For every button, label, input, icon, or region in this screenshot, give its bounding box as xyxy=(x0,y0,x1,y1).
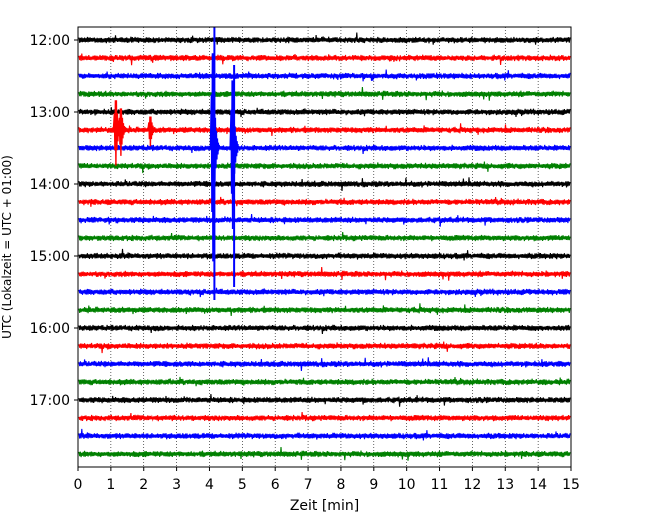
trace-line xyxy=(78,411,571,422)
y-tick-label: 14:00 xyxy=(30,177,70,193)
trace-line xyxy=(78,32,571,46)
x-tick-label: 2 xyxy=(139,477,148,493)
x-tick-label: 7 xyxy=(304,477,313,493)
y-tick-label: 16:00 xyxy=(30,321,70,337)
trace-line xyxy=(78,376,571,387)
trace-line xyxy=(78,394,571,407)
trace-line xyxy=(78,144,571,155)
trace-line xyxy=(78,69,571,82)
trace-line xyxy=(78,196,571,207)
x-tick-label: 11 xyxy=(431,477,449,493)
trace-line xyxy=(78,86,571,101)
x-tick-label: 8 xyxy=(336,477,345,493)
x-tick-label: 15 xyxy=(562,477,580,493)
x-tick-label: 5 xyxy=(238,477,247,493)
trace-line xyxy=(78,53,571,66)
y-tick-label: 13:00 xyxy=(30,105,70,121)
y-axis-ticks: 12:00 13:00 14:00 15:00 16:00 17:00 xyxy=(30,33,78,409)
trace-line xyxy=(78,231,571,242)
seismic-events xyxy=(112,27,239,300)
x-axis-label: Zeit [min] xyxy=(290,498,359,514)
x-tick-label: 12 xyxy=(463,477,481,493)
x-tick-label: 9 xyxy=(369,477,378,493)
x-tick-label: 10 xyxy=(398,477,416,493)
trace-line xyxy=(78,341,571,354)
y-tick-label: 15:00 xyxy=(30,249,70,265)
trace-line xyxy=(78,123,571,136)
x-axis-ticks: 0 1 2 3 4 5 6 7 8 9 10 11 12 13 14 15 xyxy=(74,467,580,493)
x-grid-lines xyxy=(110,27,539,467)
trace-line xyxy=(78,177,571,192)
event-spike xyxy=(147,116,157,147)
trace-line xyxy=(78,161,571,174)
x-tick-label: 13 xyxy=(496,477,514,493)
trace-line xyxy=(78,446,571,461)
plot-frame xyxy=(77,26,572,468)
x-tick-label: 0 xyxy=(74,477,83,493)
seismic-traces xyxy=(78,32,571,461)
trace-line xyxy=(78,428,571,441)
x-tick-label: 6 xyxy=(271,477,280,493)
trace-line xyxy=(78,357,571,372)
trace-line xyxy=(78,303,571,316)
trace-line xyxy=(78,324,571,335)
x-tick-label: 4 xyxy=(205,477,214,493)
x-tick-label: 3 xyxy=(172,477,181,493)
event-spike xyxy=(117,108,128,156)
trace-line xyxy=(78,107,571,118)
y-tick-label: 12:00 xyxy=(30,33,70,49)
y-tick-label: 17:00 xyxy=(30,393,70,409)
x-tick-label: 1 xyxy=(106,477,115,493)
trace-line xyxy=(78,248,571,261)
y-axis-label: UTC (Lokalzeit = UTC + 01:00) xyxy=(0,155,14,339)
trace-line xyxy=(78,287,571,298)
trace-line xyxy=(78,266,571,281)
x-tick-label: 14 xyxy=(529,477,547,493)
trace-line xyxy=(78,214,571,227)
